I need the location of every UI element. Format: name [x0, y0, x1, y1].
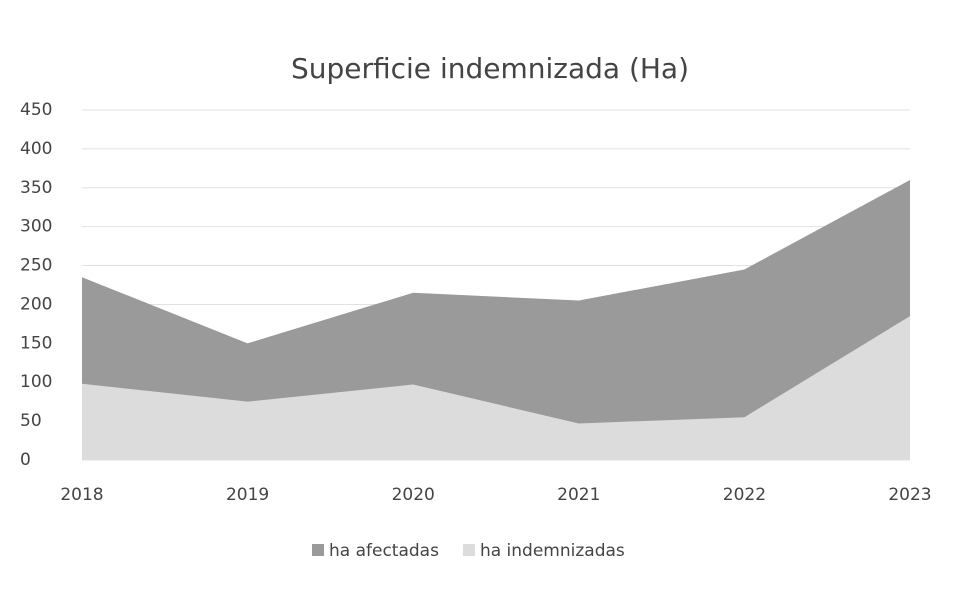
y-tick-label: 350 — [20, 178, 52, 198]
chart-title: Superficie indemnizada (Ha) — [291, 52, 689, 85]
y-tick-label: 300 — [20, 217, 52, 237]
legend-label: ha afectadas — [329, 541, 439, 561]
x-tick-label: 2019 — [226, 485, 269, 505]
x-tick-label: 2021 — [557, 485, 600, 505]
y-tick-label: 250 — [20, 256, 52, 276]
y-tick-label: 200 — [20, 294, 52, 314]
y-tick-label: 400 — [20, 139, 52, 159]
x-tick-label: 2022 — [723, 485, 766, 505]
y-tick-label: 150 — [20, 333, 52, 353]
y-tick-label: 50 — [20, 411, 42, 431]
area — [82, 316, 910, 460]
area — [82, 180, 910, 460]
y-tick-label: 0 — [20, 450, 31, 470]
x-tick-label: 2020 — [392, 485, 435, 505]
legend-swatch — [462, 544, 475, 556]
legend-label: ha indemnizadas — [480, 541, 625, 561]
legend-swatch — [312, 544, 324, 556]
x-tick-label: 2018 — [60, 485, 103, 505]
y-tick-label: 450 — [20, 100, 52, 120]
y-tick-label: 100 — [20, 372, 52, 392]
x-tick-label: 2023 — [888, 485, 931, 505]
